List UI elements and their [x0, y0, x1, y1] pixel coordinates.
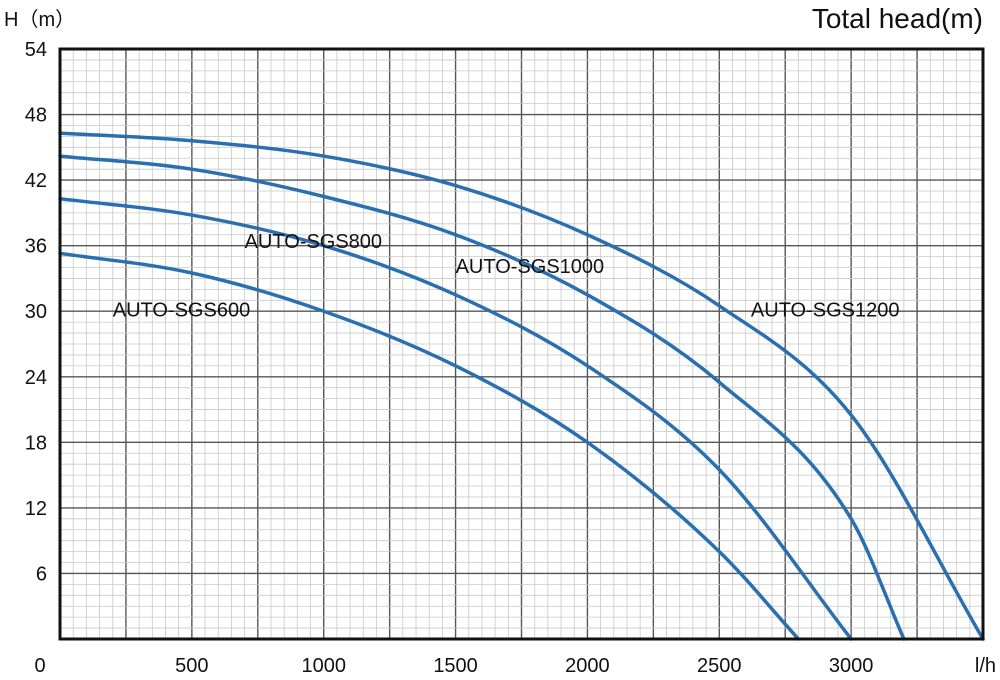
y-tick-label: 42 [25, 170, 47, 192]
series-label: AUTO-SGS1200 [751, 300, 900, 322]
x-tick-label: 500 [175, 655, 208, 677]
y-tick-label: 30 [25, 301, 47, 323]
y-axis-label: H（m） [4, 8, 75, 31]
x-tick-labels: 0 500 1000 1500 2000 2500 3000 [34, 655, 873, 677]
curves [58, 131, 985, 641]
y-tick-label: 18 [25, 432, 47, 454]
series-line-auto-sgs1000 [58, 154, 906, 641]
chart-title: Total head(m) [812, 3, 983, 34]
grid [60, 49, 983, 639]
x-tick-label: 0 [34, 655, 45, 677]
series-labels: AUTO-SGS600 AUTO-SGS800 AUTO-SGS1000 AUTO-S… [113, 231, 900, 322]
x-tick-label: 2500 [697, 655, 742, 677]
series-label: AUTO-SGS1000 [456, 256, 605, 278]
x-tick-label: 3000 [829, 655, 874, 677]
series-line-auto-sgs1200 [58, 131, 985, 641]
y-tick-label: 12 [25, 498, 47, 520]
y-tick-label: 54 [25, 39, 47, 61]
y-tick-label: 24 [25, 367, 47, 389]
x-tick-label: 1000 [301, 655, 346, 677]
y-tick-label: 6 [36, 563, 47, 585]
y-tick-labels: 6 12 18 24 30 36 42 48 54 [25, 39, 47, 585]
x-tick-label: 2000 [565, 655, 610, 677]
y-tick-label: 36 [25, 236, 47, 258]
x-axis-unit: l/h [975, 655, 996, 677]
y-tick-label: 48 [25, 105, 47, 127]
series-label: AUTO-SGS600 [113, 300, 250, 322]
series-label: AUTO-SGS800 [245, 231, 382, 253]
plot-frame [58, 47, 985, 641]
x-tick-label: 1500 [433, 655, 478, 677]
series-line-auto-sgs600 [58, 251, 801, 641]
series-line-auto-sgs800 [58, 196, 853, 641]
